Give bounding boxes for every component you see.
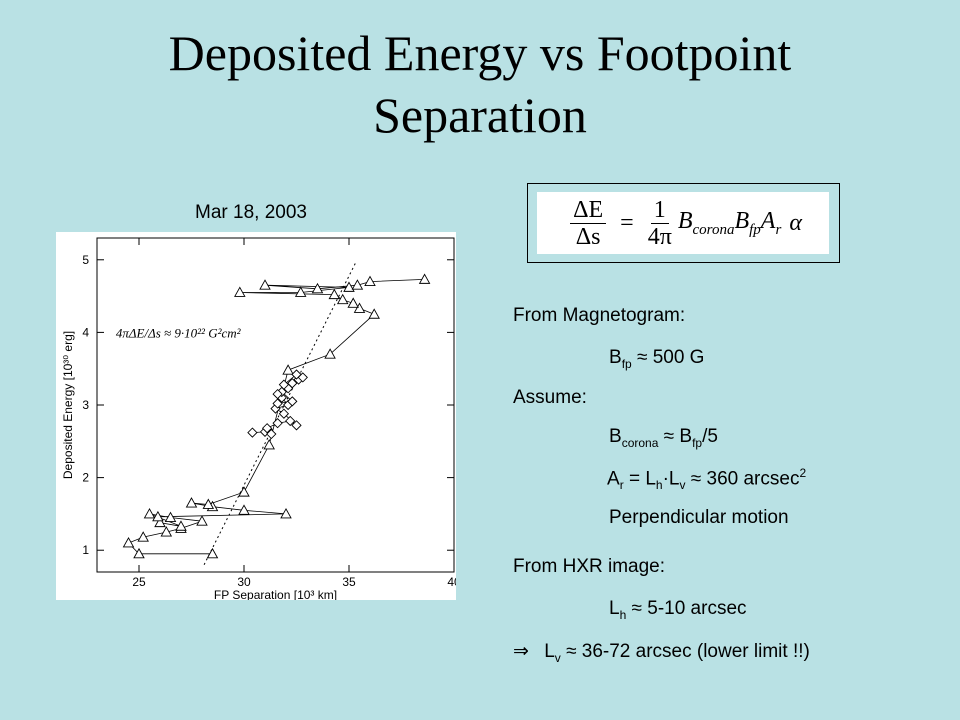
triangle-point xyxy=(364,275,376,287)
triangle-point xyxy=(328,288,341,300)
y-tick-label: 1 xyxy=(82,543,89,557)
triangle-point xyxy=(234,286,246,297)
triangle-point xyxy=(160,526,173,537)
triangle-point xyxy=(238,486,250,497)
triangle-point xyxy=(143,507,156,519)
triangle-point xyxy=(351,279,364,290)
y-tick-label: 2 xyxy=(82,471,89,485)
triangle-point xyxy=(418,273,431,284)
triangle-point xyxy=(282,364,294,375)
assume-header: Assume: xyxy=(513,387,587,408)
triangle-point xyxy=(238,504,250,515)
hxr-header: From HXR image: xyxy=(513,556,666,577)
triangle-point xyxy=(202,498,215,509)
triangle-point xyxy=(353,302,366,313)
perpendicular-line: Perpendicular motion xyxy=(609,507,789,528)
triangle-point xyxy=(263,439,275,450)
title-line-2: Separation xyxy=(373,87,587,143)
triangle-series-line xyxy=(127,279,425,555)
b-fp-term: Bfp xyxy=(734,207,761,238)
y-tick-label: 3 xyxy=(82,398,89,412)
triangle-point xyxy=(164,511,177,522)
triangle-point xyxy=(154,516,166,528)
triangle-point xyxy=(343,281,355,292)
lh-line: Lh ≈ 5-10 arcsec xyxy=(609,598,747,622)
triangle-point xyxy=(122,537,135,548)
diamond-point xyxy=(287,378,298,389)
bcorona-line: Bcorona ≈ Bfp/5 xyxy=(609,426,718,450)
y-axis-label: Deposited Energy [10³⁰ erg] xyxy=(61,331,75,479)
rhs-denominator: 4π xyxy=(647,223,672,250)
diamond-point xyxy=(247,427,258,438)
x-axis-label: FP Separation [10³ km] xyxy=(214,588,337,600)
a-r-term: Ar xyxy=(760,207,782,238)
slide-title: Deposited Energy vs Footpoint Separation xyxy=(0,22,960,146)
equation-box: ΔE Δs = 1 4π Bcorona Bfp Ar α xyxy=(527,183,840,263)
triangle-point xyxy=(294,286,307,297)
y-tick-label: 5 xyxy=(82,253,89,267)
diamond-point xyxy=(272,388,283,400)
triangle-point xyxy=(324,348,336,359)
x-tick-label: 25 xyxy=(132,575,146,589)
alpha-term: α xyxy=(789,209,802,236)
diamond-point xyxy=(278,408,290,419)
x-tick-label: 35 xyxy=(342,575,356,589)
y-tick-label: 4 xyxy=(82,325,89,339)
lhs-denominator: Δs xyxy=(575,223,601,250)
b-corona-term: Bcorona xyxy=(677,207,735,238)
diamond-point xyxy=(272,418,283,429)
diamond-point xyxy=(287,396,298,407)
triangle-point xyxy=(311,282,324,294)
triangle-point xyxy=(347,297,359,308)
triangle-point xyxy=(336,293,349,305)
triangle-point xyxy=(368,308,380,319)
diamond-point xyxy=(261,423,273,434)
triangle-point xyxy=(137,531,149,542)
diamond-point xyxy=(291,420,302,431)
lv-line: ⇒ Lv ≈ 36-72 arcsec (lower limit !!) xyxy=(513,641,810,665)
triangle-point xyxy=(152,510,164,522)
energy-separation-plot: 25 30 35 40 1 2 3 4 5 FP Separation [10³ km] Depos… xyxy=(56,232,456,600)
x-tick-label: 40 xyxy=(447,575,456,589)
bfp-line: Bfp ≈ 500 G xyxy=(609,347,705,371)
title-line-1: Deposited Energy vs Footpoint xyxy=(168,25,792,81)
triangle-point xyxy=(175,520,187,531)
triangle-point xyxy=(259,279,271,290)
ar-line: Ar = Lh·Lv ≈ 360 arcsec2 xyxy=(607,466,807,493)
magnetogram-header: From Magnetogram: xyxy=(513,305,686,326)
triangle-point xyxy=(133,547,145,559)
triangle-point xyxy=(185,497,198,508)
chart-date-label: Mar 18, 2003 xyxy=(195,202,307,223)
diamond-point xyxy=(266,428,277,440)
triangle-point xyxy=(280,507,292,519)
equals-sign: = xyxy=(620,209,634,236)
diamond-point xyxy=(285,415,296,427)
diamond-point xyxy=(278,379,290,390)
fit-line xyxy=(203,263,356,565)
rhs-fraction: 1 4π xyxy=(648,197,672,250)
x-tick-label: 30 xyxy=(237,575,251,589)
triangle-point xyxy=(196,515,208,526)
lhs-fraction: ΔE Δs xyxy=(570,197,607,250)
lhs-numerator: ΔE xyxy=(570,197,607,224)
rhs-numerator: 1 xyxy=(650,197,669,224)
energy-equation: ΔE Δs = 1 4π Bcorona Bfp Ar α xyxy=(537,192,829,254)
diamond-point xyxy=(291,369,302,380)
triangle-point xyxy=(206,547,219,559)
diamond-point xyxy=(272,398,283,409)
fit-annotation: 4πΔE/Δs ≈ 9·10²² G²cm² xyxy=(116,325,242,340)
implies-arrow-icon: ⇒ xyxy=(513,641,529,662)
plot-svg: 25 30 35 40 1 2 3 4 5 FP Separation [10³ km] Depos… xyxy=(61,237,456,600)
